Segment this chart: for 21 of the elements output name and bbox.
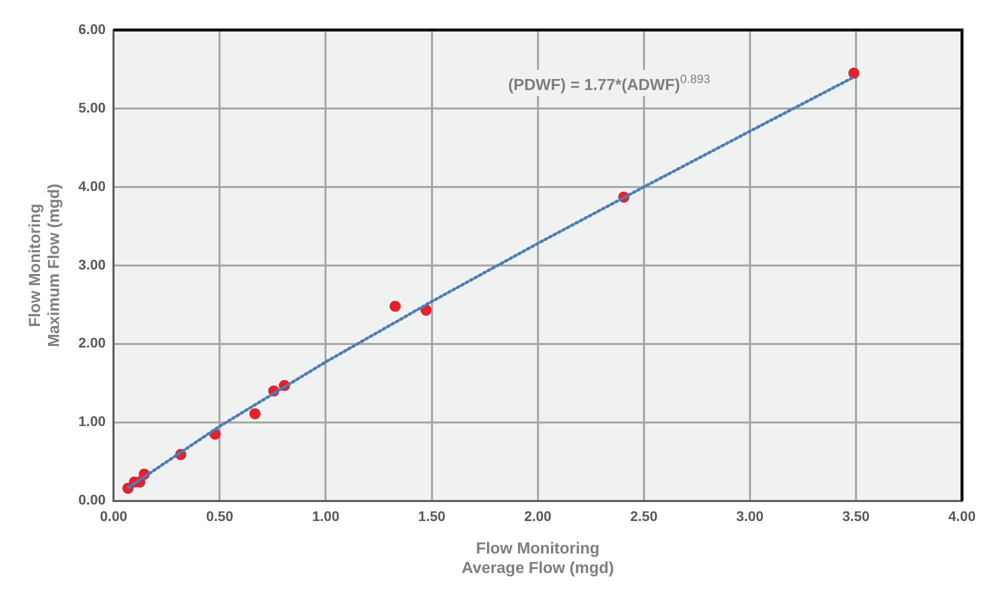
- x-tick-label: 3.00: [736, 508, 764, 524]
- x-tick-label: 1.50: [418, 508, 446, 524]
- x-axis-title: Flow Monitoring Average Flow (mgd): [462, 540, 614, 577]
- x-tick-label: 1.00: [312, 508, 340, 524]
- point: [249, 408, 260, 420]
- y-tick-label: 4.00: [78, 178, 106, 194]
- x-tick-label: 4.00: [948, 508, 976, 524]
- y-tick-label: 2.00: [78, 334, 106, 351]
- point: [390, 300, 401, 312]
- y-axis-title: Flow Monitoring Maximum Flow (mgd): [27, 184, 64, 348]
- y-tick-label: 0.00: [78, 492, 106, 508]
- x-tick-label: 2.50: [630, 508, 658, 524]
- y-tick-label: 5.00: [78, 99, 106, 116]
- point: [848, 68, 860, 79]
- y-tick-label: 3.00: [78, 256, 106, 272]
- x-tick-label: 2.00: [524, 508, 552, 524]
- y-tick-label: 6.00: [78, 20, 106, 37]
- x-tick-label: 0.00: [100, 508, 128, 524]
- x-tick-label: 0.50: [206, 508, 234, 524]
- x-tick-label: 3.50: [842, 508, 870, 524]
- y-tick-label: 1.00: [78, 413, 106, 430]
